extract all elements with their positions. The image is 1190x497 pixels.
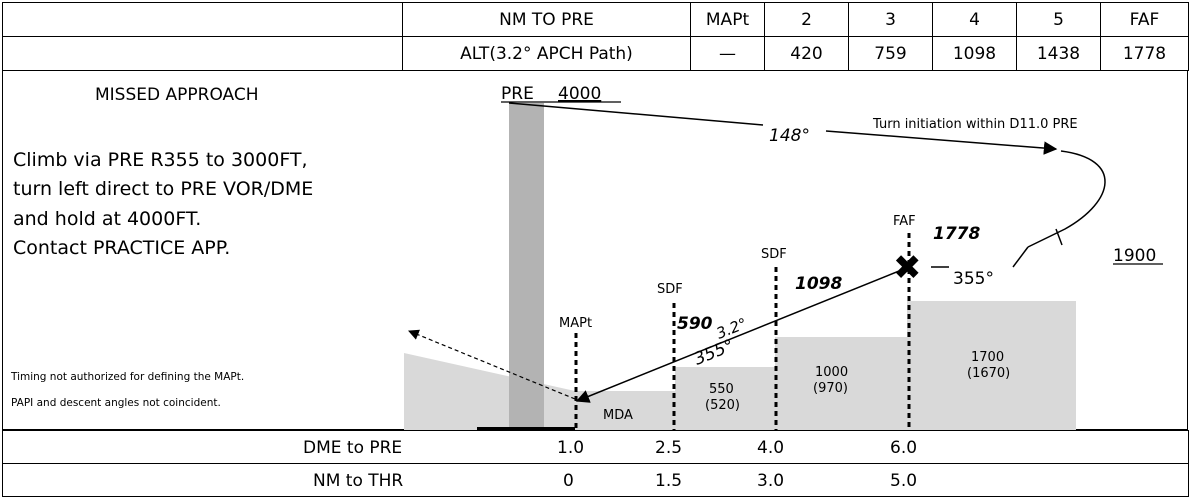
sdf-1-label: SDF	[657, 282, 683, 297]
dme-row: DME to PRE 1.0 2.5 4.0 6.0	[2, 430, 1189, 464]
fix-tick	[1055, 228, 1063, 246]
thr-label: NM to THR	[313, 471, 404, 491]
altitude-table: NM TO PRE MAPt 2 3 4 5 FAF ALT(3.2° APCH…	[2, 2, 1189, 71]
obstacle-height: (1670)	[967, 366, 1010, 381]
mapt-label: MAPt	[559, 316, 592, 331]
dme-label: DME to PRE	[303, 438, 403, 458]
nm-3-header: 3	[848, 2, 933, 37]
alt-3: 759	[848, 36, 933, 71]
nm-to-pre-header: NM TO PRE	[402, 2, 691, 37]
procedure-turn-arc	[1027, 150, 1106, 248]
faf-header: FAF	[1100, 2, 1189, 37]
dme-value: 1.0	[557, 438, 585, 458]
alt-4: 1098	[932, 36, 1017, 71]
nm-5-header: 5	[1016, 2, 1101, 37]
papi-note: PAPI and descent angles not coincident.	[11, 397, 221, 409]
descent-path	[575, 266, 910, 403]
obstacle-height: (520)	[705, 398, 740, 413]
timing-note: Timing not authorized for defining the M…	[11, 371, 245, 383]
fix-altitude: 1900	[1113, 246, 1156, 266]
dme-value: 2.5	[655, 438, 683, 458]
profile-panel: MISSED APPROACH Climb via PRE R355 to 30…	[2, 70, 1188, 431]
dme-value: 6.0	[890, 438, 918, 458]
alt-faf: 1778	[1100, 36, 1189, 71]
mda-area	[575, 391, 675, 431]
inbound-track	[1012, 246, 1029, 268]
thr-row: NM to THR 0 1.5 3.0 5.0	[2, 463, 1189, 497]
faf-label: FAF	[893, 214, 916, 229]
obstacle-height: (970)	[813, 381, 848, 396]
thr-value: 1.5	[655, 471, 683, 491]
alt-header: ALT(3.2° APCH Path)	[402, 36, 691, 71]
outbound-track	[508, 102, 764, 126]
approach-profile-diagram: PRE 4000 148° Turn initiation within D11…	[404, 84, 1163, 431]
outbound-course: 148°	[769, 126, 810, 146]
thr-value: 5.0	[890, 471, 918, 491]
obstacle-altitude: 1700	[971, 350, 1004, 365]
nm-2-header: 2	[764, 2, 849, 37]
mda-label: MDA	[603, 408, 633, 423]
obstacle-1700	[907, 301, 1076, 431]
thr-row-cell: NM to THR 0 1.5 3.0 5.0	[2, 463, 1189, 497]
alt-5: 1438	[1016, 36, 1101, 71]
missed-approach-line: turn left direct to PRE VOR/DME	[13, 178, 314, 200]
path-course: 355°	[691, 336, 736, 370]
dme-row-cell: DME to PRE 1.0 2.5 4.0 6.0	[2, 430, 1189, 464]
dme-value: 4.0	[757, 438, 785, 458]
blank-cell	[2, 2, 403, 37]
obstacle-altitude: 550	[709, 382, 734, 397]
sdf-1-altitude: 590	[677, 314, 713, 334]
sdf-2-label: SDF	[761, 247, 787, 262]
missed-approach-line: and hold at 4000FT.	[13, 208, 202, 230]
missed-approach-line: Contact PRACTICE APP.	[13, 237, 231, 259]
thr-value: 0	[563, 471, 574, 491]
blank-cell	[2, 36, 403, 71]
pre-label: PRE	[501, 84, 534, 104]
inbound-course: 355°	[953, 269, 994, 289]
nm-4-header: 4	[932, 2, 1017, 37]
missed-approach-line: Climb via PRE R355 to 3000FT,	[13, 149, 308, 171]
outbound-track	[825, 130, 1058, 155]
mapt-header: MAPt	[690, 2, 765, 37]
obstacle-1000	[775, 337, 907, 431]
alt-mapt: —	[690, 36, 765, 71]
turn-note: Turn initiation within D11.0 PRE	[872, 117, 1078, 132]
obstacle-550	[675, 367, 775, 431]
obstacle-altitude: 1000	[815, 365, 848, 380]
distance-table: DME to PRE 1.0 2.5 4.0 6.0 NM to THR 0 1…	[2, 430, 1189, 497]
faf-altitude: 1778	[933, 224, 980, 244]
missed-approach-title: MISSED APPROACH	[95, 85, 259, 105]
alt-2: 420	[764, 36, 849, 71]
pre-altitude: 4000	[558, 84, 601, 104]
missed-approach-track	[408, 329, 576, 400]
pre-station-bar	[509, 103, 544, 431]
thr-value: 3.0	[757, 471, 785, 491]
alt-row: ALT(3.2° APCH Path) — 420 759 1098 1438 …	[2, 36, 1189, 71]
sdf-2-altitude: 1098	[795, 274, 842, 294]
missed-approach-area	[404, 353, 575, 431]
nm-to-pre-row: NM TO PRE MAPt 2 3 4 5 FAF	[2, 2, 1189, 37]
